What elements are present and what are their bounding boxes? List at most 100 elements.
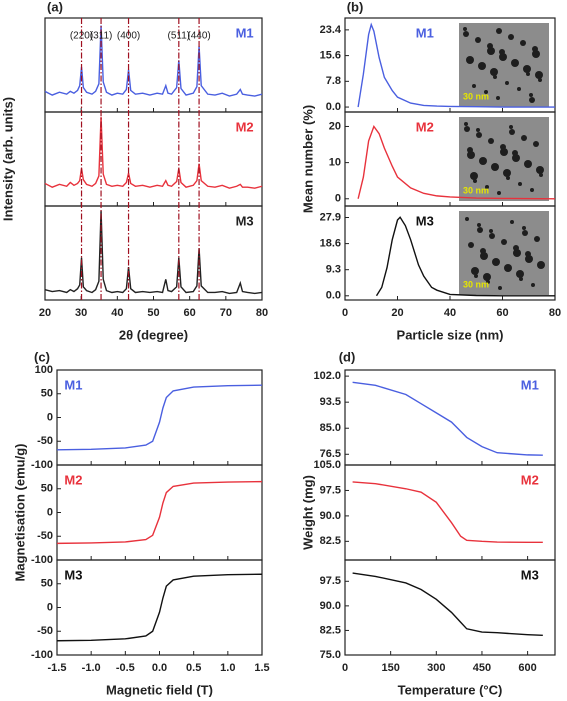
- nanoparticle: [496, 28, 502, 34]
- x-tick-label: 40: [444, 307, 456, 319]
- nanoparticle: [529, 93, 533, 97]
- y-tick-label: 90.0: [320, 510, 341, 522]
- nanoparticle: [509, 129, 515, 135]
- x-tick-label: 70: [220, 307, 232, 319]
- y-axis-label: Mean number (%): [300, 105, 315, 213]
- series-name: M2: [64, 472, 82, 487]
- data-line: [357, 124, 556, 200]
- nanoparticle: [486, 280, 490, 284]
- tem-inset: 30 nm: [459, 211, 549, 295]
- y-tick-label: 0.0: [326, 290, 341, 302]
- nanoparticle: [522, 230, 528, 236]
- series-name: M2: [521, 472, 539, 487]
- tem-inset: 30 nm: [459, 23, 549, 107]
- y-tick-label: 93.5: [320, 396, 341, 408]
- nanoparticle: [512, 154, 520, 162]
- y-tick-label: 10: [329, 157, 341, 169]
- nanoparticle: [508, 34, 514, 40]
- series-name: M3: [236, 213, 254, 228]
- y-tick-label: 18.6: [320, 238, 341, 250]
- nanoparticle: [520, 40, 526, 46]
- x-tick-label: 450: [473, 662, 491, 674]
- y-axis-label: Intensity (arb. units): [0, 97, 15, 221]
- nanoparticle: [478, 62, 486, 70]
- series-name: M3: [64, 567, 82, 582]
- scale-label: 30 nm: [463, 91, 489, 101]
- nanoparticle: [472, 84, 476, 88]
- reference-label: (311): [90, 31, 113, 42]
- x-tick-label: 0: [342, 662, 348, 674]
- nanoparticle: [531, 283, 535, 287]
- nanoparticle: [517, 87, 521, 91]
- nanoparticle: [497, 191, 501, 195]
- x-tick-label: 20: [39, 307, 51, 319]
- nanoparticle: [480, 252, 488, 260]
- x-tick-label: -0.5: [116, 662, 135, 674]
- scale-label: 30 nm: [463, 185, 489, 195]
- nanoparticle: [536, 166, 544, 174]
- x-tick-label: 80: [256, 307, 268, 319]
- data-line: [44, 210, 263, 295]
- nanoparticle: [501, 239, 507, 245]
- nanoparticle: [489, 233, 495, 239]
- nanoparticle: [477, 223, 481, 227]
- y-tick-label: 0: [47, 506, 53, 518]
- data-line: [56, 384, 263, 451]
- nanoparticle: [503, 169, 511, 177]
- y-tick-label: -50: [37, 625, 53, 637]
- data-line: [56, 480, 263, 545]
- x-tick-label: 80: [549, 307, 561, 319]
- nanoparticle: [488, 138, 494, 144]
- nanoparticle: [463, 27, 467, 31]
- x-axis-label: Magnetic field (T): [106, 682, 213, 697]
- nanoparticle: [485, 185, 489, 189]
- nanoparticle: [463, 31, 469, 37]
- nanoparticle: [499, 53, 507, 61]
- y-tick-label: 102.0: [313, 370, 341, 382]
- data-line: [44, 116, 263, 189]
- x-tick-label: -1.0: [82, 662, 101, 674]
- y-tick-label: 7.8: [326, 75, 341, 87]
- nanoparticle: [526, 72, 530, 76]
- y-tick-label: 15.6: [320, 50, 341, 62]
- nanoparticle: [534, 236, 540, 242]
- nanoparticle: [471, 267, 479, 275]
- nanoparticle: [464, 122, 468, 126]
- nanoparticle: [492, 258, 500, 266]
- y-tick-label: 90.0: [320, 600, 341, 612]
- nanoparticle: [523, 65, 531, 73]
- reference-label: (440): [187, 31, 210, 42]
- data-line: [352, 381, 543, 456]
- nanoparticle: [468, 242, 474, 248]
- x-tick-label: 60: [184, 307, 196, 319]
- x-tick-label: 20: [391, 307, 403, 319]
- subplot-frame: [56, 464, 263, 561]
- nanoparticle: [479, 157, 487, 165]
- nanoparticle: [484, 90, 488, 94]
- x-tick-label: 0.5: [186, 662, 201, 674]
- x-tick-label: -1.5: [48, 662, 67, 674]
- x-axis-label: Particle size (nm): [397, 327, 504, 342]
- y-tick-label: 76.5: [320, 448, 341, 460]
- data-line: [357, 22, 555, 108]
- y-tick-label: 75.0: [320, 649, 341, 661]
- nanoparticle: [466, 56, 474, 64]
- y-tick-label: 20: [329, 120, 341, 132]
- series-name: M1: [236, 25, 254, 40]
- nanoparticle: [473, 179, 477, 183]
- y-tick-label: 82.5: [320, 535, 341, 547]
- x-tick-label: 0: [342, 307, 348, 319]
- y-tick-label: 50: [41, 578, 53, 590]
- y-tick-label: 82.5: [320, 624, 341, 636]
- y-tick-label: 100: [35, 364, 53, 376]
- y-tick-label: 0: [335, 193, 341, 205]
- panel-label: (a): [47, 0, 63, 14]
- nanoparticle: [500, 148, 508, 156]
- y-tick-label: 97.5: [320, 484, 341, 496]
- nanoparticle: [524, 160, 532, 168]
- nanoparticle: [533, 141, 539, 147]
- nanoparticle: [538, 78, 542, 82]
- series-name: M1: [416, 25, 434, 40]
- y-tick-label: 23.4: [320, 24, 342, 36]
- x-axis-label: 2θ (degree): [119, 327, 188, 342]
